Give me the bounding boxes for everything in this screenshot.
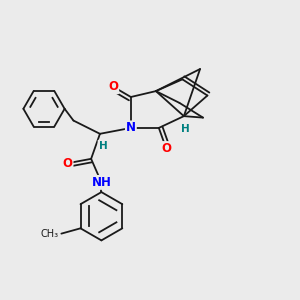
Text: N: N: [126, 122, 136, 134]
Text: O: O: [161, 142, 171, 155]
Text: CH₃: CH₃: [41, 229, 59, 238]
Text: H: H: [181, 124, 190, 134]
Text: H: H: [98, 141, 107, 151]
Text: O: O: [108, 80, 118, 93]
Text: NH: NH: [92, 176, 111, 189]
Text: O: O: [63, 157, 73, 170]
